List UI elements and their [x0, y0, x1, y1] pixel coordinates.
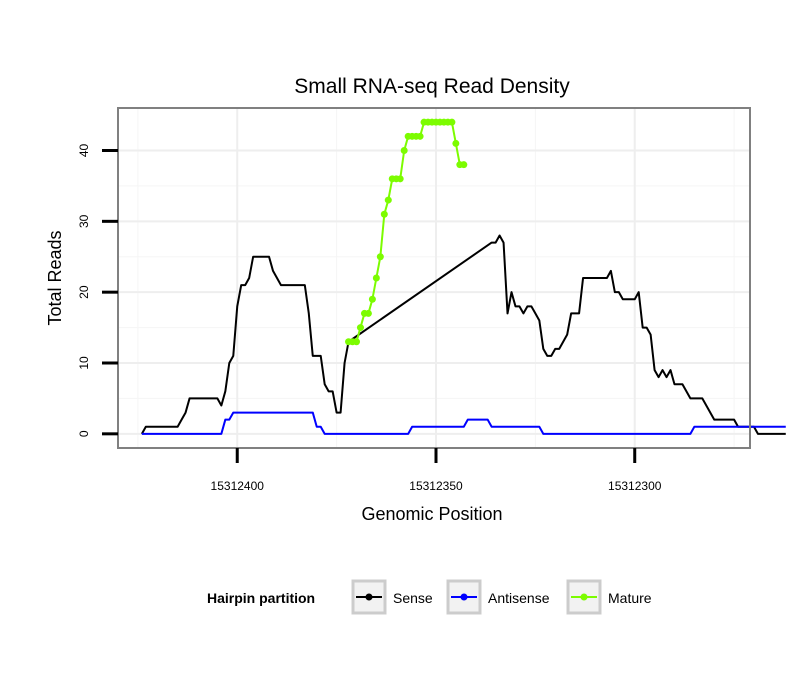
data-point-mature	[460, 161, 467, 168]
data-point-mature	[365, 310, 372, 317]
data-point-mature	[369, 296, 376, 303]
y-axis-title: Total Reads	[45, 230, 65, 325]
data-point-mature	[417, 133, 424, 140]
legend-dot-mature	[581, 594, 588, 601]
legend-label-antisense: Antisense	[488, 590, 550, 606]
legend: Hairpin partition Sense Antisense Mature	[207, 581, 652, 613]
x-axis: 15312400 15312350 15312300	[211, 448, 662, 493]
legend-label-sense: Sense	[393, 590, 433, 606]
plot-background	[118, 108, 750, 448]
data-point-mature	[357, 324, 364, 331]
y-tick-label: 0	[77, 430, 91, 437]
data-point-mature	[397, 175, 404, 182]
y-tick-label: 20	[77, 285, 91, 299]
data-point-mature	[385, 197, 392, 204]
x-axis-title: Genomic Position	[361, 504, 502, 524]
data-point-mature	[452, 140, 459, 147]
legend-dot-antisense	[461, 594, 468, 601]
data-point-mature	[401, 147, 408, 154]
legend-title: Hairpin partition	[207, 590, 315, 606]
x-tick-label: 15312400	[211, 479, 265, 493]
x-tick-label: 15312300	[608, 479, 662, 493]
legend-label-mature: Mature	[608, 590, 652, 606]
data-point-mature	[448, 119, 455, 126]
data-point-mature	[377, 253, 384, 260]
data-point-mature	[381, 211, 388, 218]
y-tick-label: 10	[77, 356, 91, 370]
y-axis: 0 10 20 30 40	[77, 144, 118, 438]
chart-title: Small RNA-seq Read Density	[294, 75, 570, 98]
y-tick-label: 30	[77, 214, 91, 228]
data-point-mature	[353, 338, 360, 345]
y-tick-label: 40	[77, 144, 91, 158]
data-point-mature	[373, 275, 380, 282]
read-density-chart: Small RNA-seq Read Density 15312400 15312…	[0, 0, 810, 690]
legend-dot-sense	[366, 594, 373, 601]
x-tick-label: 15312350	[409, 479, 463, 493]
